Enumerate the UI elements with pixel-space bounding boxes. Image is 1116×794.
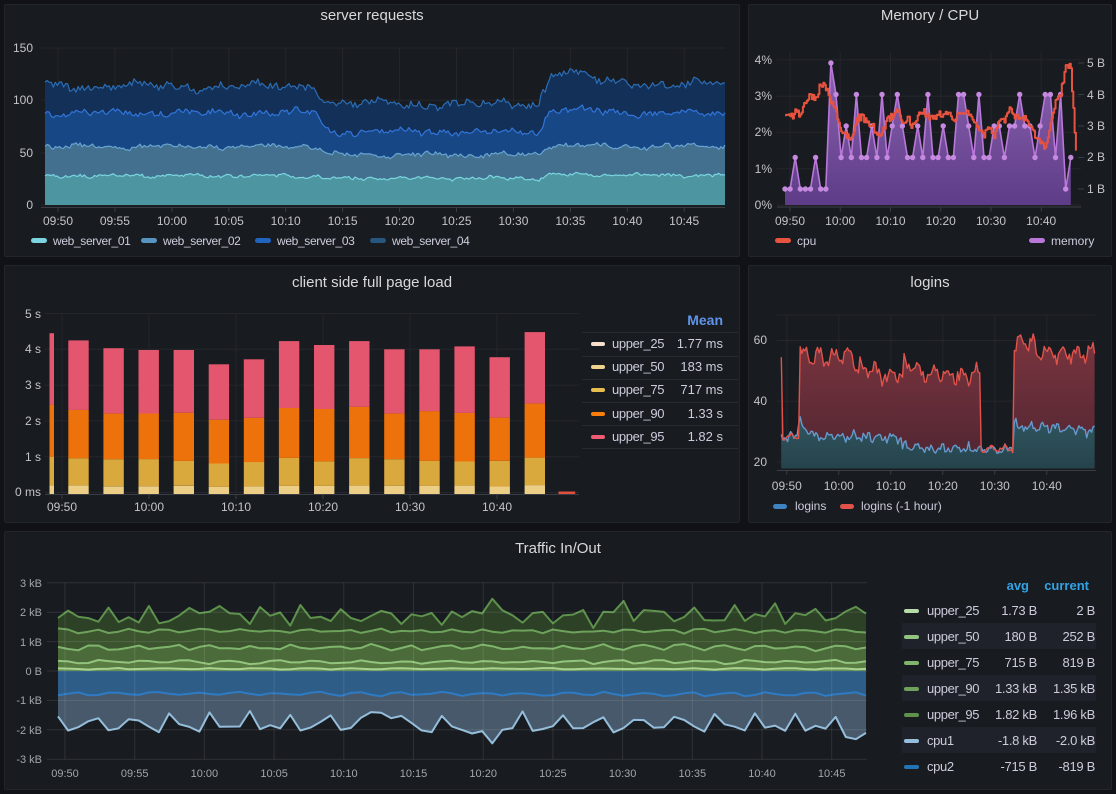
svg-text:3 B: 3 B — [1087, 119, 1105, 133]
svg-text:50: 50 — [20, 146, 34, 160]
svg-text:60: 60 — [754, 333, 768, 347]
svg-text:09:50: 09:50 — [775, 214, 805, 228]
svg-text:1%: 1% — [755, 162, 773, 176]
svg-text:09:50: 09:50 — [51, 768, 79, 780]
svg-text:100: 100 — [13, 93, 33, 107]
svg-text:2 B: 2 B — [1087, 150, 1105, 164]
svg-text:3 s: 3 s — [25, 378, 41, 392]
svg-text:10:00: 10:00 — [824, 479, 854, 493]
svg-text:0 B: 0 B — [25, 666, 42, 678]
svg-text:10:05: 10:05 — [260, 768, 288, 780]
svg-text:2 kB: 2 kB — [20, 607, 42, 619]
svg-text:10:00: 10:00 — [825, 214, 855, 228]
svg-text:10:20: 10:20 — [926, 214, 956, 228]
svg-text:10:10: 10:10 — [876, 479, 906, 493]
svg-text:10:10: 10:10 — [875, 214, 905, 228]
svg-text:10:20: 10:20 — [469, 768, 497, 780]
svg-text:10:25: 10:25 — [539, 768, 567, 780]
svg-text:4%: 4% — [755, 53, 773, 67]
svg-text:0: 0 — [26, 198, 33, 212]
svg-text:10:40: 10:40 — [612, 214, 642, 228]
svg-text:10:15: 10:15 — [328, 214, 358, 228]
svg-text:3 kB: 3 kB — [20, 578, 42, 590]
svg-text:40: 40 — [754, 394, 768, 408]
svg-text:10:45: 10:45 — [818, 768, 846, 780]
svg-text:-1 kB: -1 kB — [16, 695, 42, 707]
svg-text:10:00: 10:00 — [191, 768, 219, 780]
svg-text:10:20: 10:20 — [308, 500, 338, 514]
svg-text:09:55: 09:55 — [100, 214, 130, 228]
svg-text:4 s: 4 s — [25, 342, 41, 356]
svg-text:10:00: 10:00 — [134, 500, 164, 514]
svg-text:1 s: 1 s — [25, 450, 41, 464]
svg-text:10:05: 10:05 — [214, 214, 244, 228]
svg-text:0 ms: 0 ms — [15, 485, 41, 499]
svg-text:10:40: 10:40 — [748, 768, 776, 780]
svg-text:10:40: 10:40 — [1032, 479, 1062, 493]
svg-text:10:20: 10:20 — [928, 479, 958, 493]
svg-text:10:30: 10:30 — [976, 214, 1006, 228]
svg-text:5 s: 5 s — [25, 307, 41, 321]
svg-text:10:30: 10:30 — [395, 500, 425, 514]
svg-text:10:00: 10:00 — [157, 214, 187, 228]
svg-text:10:40: 10:40 — [482, 500, 512, 514]
svg-text:5 B: 5 B — [1087, 56, 1105, 70]
svg-text:10:10: 10:10 — [330, 768, 358, 780]
svg-text:10:40: 10:40 — [1026, 214, 1056, 228]
svg-text:0%: 0% — [755, 198, 773, 212]
svg-text:20: 20 — [754, 455, 768, 469]
svg-text:10:45: 10:45 — [669, 214, 699, 228]
svg-text:10:15: 10:15 — [400, 768, 428, 780]
svg-text:10:10: 10:10 — [271, 214, 301, 228]
svg-text:09:50: 09:50 — [772, 479, 802, 493]
svg-text:09:55: 09:55 — [121, 768, 149, 780]
svg-text:10:30: 10:30 — [498, 214, 528, 228]
svg-text:4 B: 4 B — [1087, 88, 1105, 102]
svg-text:2%: 2% — [755, 125, 773, 139]
svg-text:10:35: 10:35 — [679, 768, 707, 780]
svg-text:1 B: 1 B — [1087, 182, 1105, 196]
svg-text:10:20: 10:20 — [385, 214, 415, 228]
svg-text:10:30: 10:30 — [609, 768, 637, 780]
svg-text:10:30: 10:30 — [980, 479, 1010, 493]
svg-text:150: 150 — [13, 41, 33, 55]
svg-text:2 s: 2 s — [25, 414, 41, 428]
svg-text:1 kB: 1 kB — [20, 637, 42, 649]
svg-text:10:35: 10:35 — [555, 214, 585, 228]
svg-text:10:10: 10:10 — [221, 500, 251, 514]
svg-text:3%: 3% — [755, 89, 773, 103]
svg-text:09:50: 09:50 — [47, 500, 77, 514]
svg-text:-3 kB: -3 kB — [16, 754, 42, 766]
svg-text:10:25: 10:25 — [441, 214, 471, 228]
svg-text:-2 kB: -2 kB — [16, 725, 42, 737]
svg-text:09:50: 09:50 — [43, 214, 73, 228]
